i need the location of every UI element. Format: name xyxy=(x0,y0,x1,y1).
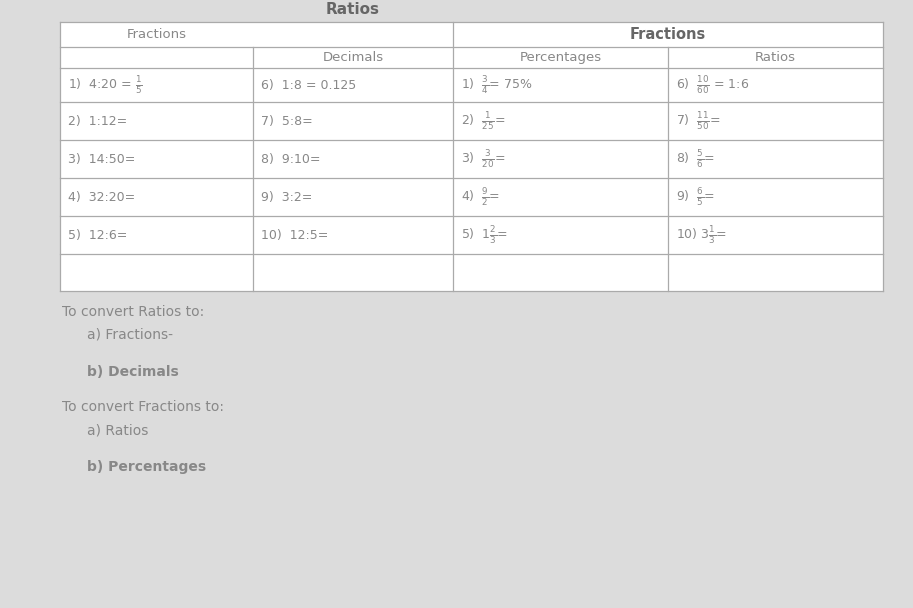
Text: 8)  9:10=: 8) 9:10= xyxy=(261,153,320,165)
Text: 4)  $\frac{9}{2}$=: 4) $\frac{9}{2}$= xyxy=(461,186,500,208)
Text: Fractions: Fractions xyxy=(127,28,186,41)
Text: 10) $3\frac{1}{3}$=: 10) $3\frac{1}{3}$= xyxy=(676,224,727,246)
Text: 9)  3:2=: 9) 3:2= xyxy=(261,190,312,204)
Text: a) Ratios: a) Ratios xyxy=(87,423,149,437)
Text: Ratios: Ratios xyxy=(755,51,796,64)
Text: 7)  $\frac{11}{50}$=: 7) $\frac{11}{50}$= xyxy=(676,110,720,132)
Text: 2)  $\frac{1}{25}$=: 2) $\frac{1}{25}$= xyxy=(461,110,506,132)
Text: Fractions: Fractions xyxy=(630,27,706,42)
Text: 1)  $\frac{3}{4}$= 75%: 1) $\frac{3}{4}$= 75% xyxy=(461,74,532,96)
Text: Percentages: Percentages xyxy=(519,51,602,64)
Text: 6)  $\frac{10}{60}$ = 1:6: 6) $\frac{10}{60}$ = 1:6 xyxy=(676,74,750,96)
Text: Decimals: Decimals xyxy=(322,51,383,64)
Text: b) Percentages: b) Percentages xyxy=(87,460,206,474)
Text: Ratios: Ratios xyxy=(326,2,380,17)
Text: 3)  $\frac{3}{20}$=: 3) $\frac{3}{20}$= xyxy=(461,148,506,170)
Text: a) Fractions-: a) Fractions- xyxy=(87,328,173,342)
Text: To convert Fractions to:: To convert Fractions to: xyxy=(62,400,224,414)
Text: 3)  14:50=: 3) 14:50= xyxy=(68,153,135,165)
Text: 2)  1:12=: 2) 1:12= xyxy=(68,114,127,128)
Text: 7)  5:8=: 7) 5:8= xyxy=(261,114,313,128)
Text: 10)  12:5=: 10) 12:5= xyxy=(261,229,329,241)
Text: b) Decimals: b) Decimals xyxy=(87,365,179,379)
Text: 5)  12:6=: 5) 12:6= xyxy=(68,229,128,241)
Text: 9)  $\frac{6}{5}$=: 9) $\frac{6}{5}$= xyxy=(676,186,715,208)
Text: 1)  4:20 = $\frac{1}{5}$: 1) 4:20 = $\frac{1}{5}$ xyxy=(68,74,142,96)
Text: 6)  1:8 = 0.125: 6) 1:8 = 0.125 xyxy=(261,78,356,91)
Text: To convert Ratios to:: To convert Ratios to: xyxy=(62,305,205,319)
Text: 8)  $\frac{5}{6}$=: 8) $\frac{5}{6}$= xyxy=(676,148,715,170)
Text: 4)  32:20=: 4) 32:20= xyxy=(68,190,135,204)
Text: 5)  $1\frac{2}{3}$=: 5) $1\frac{2}{3}$= xyxy=(461,224,509,246)
Bar xyxy=(60,22,883,291)
